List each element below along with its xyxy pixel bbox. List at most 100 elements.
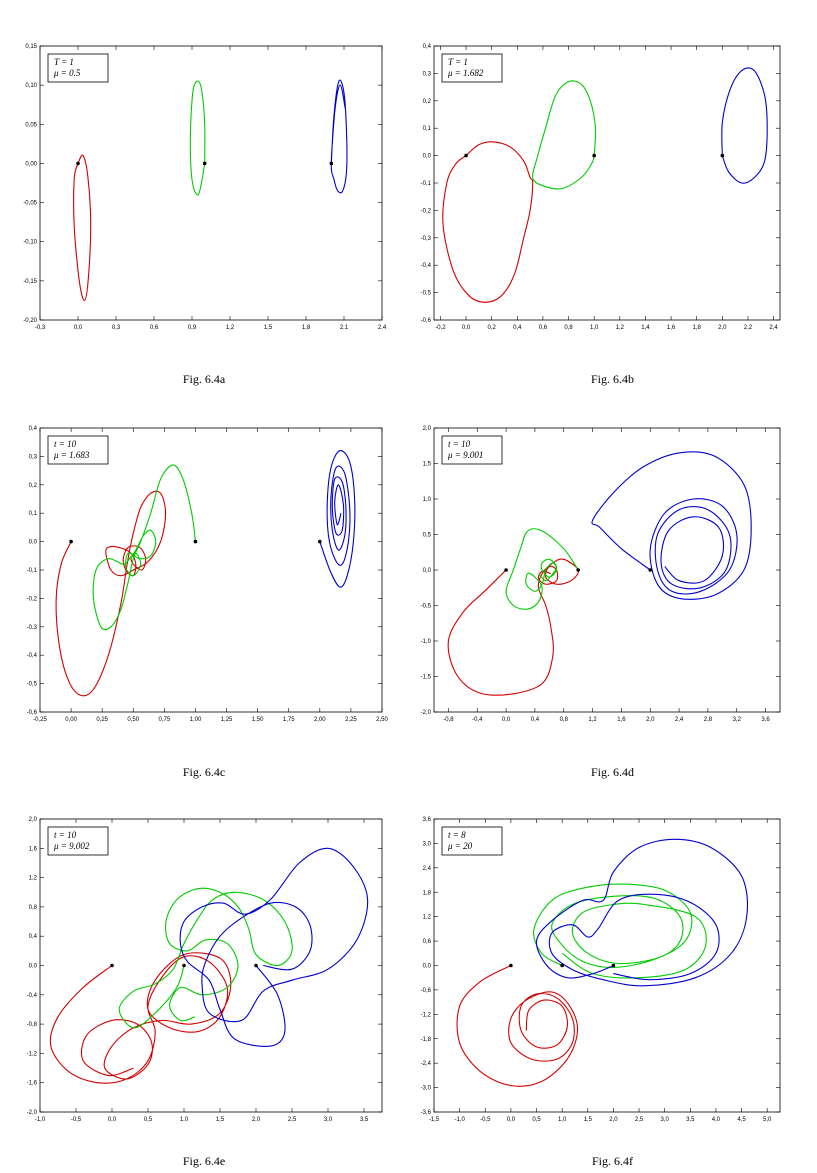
x-tick-label: 1,5: [584, 1117, 593, 1123]
x-tick-label: 4,0: [712, 1117, 721, 1123]
figure-panel-d: -0,8 -0,4 0,0 0,4 0,8 1,2 1,6 2,0 2,4 2,8 3,2 3,6 -2…: [408, 390, 817, 780]
y-tick-label: -0,20: [23, 318, 37, 324]
y-tick-label: 0,05: [25, 122, 37, 128]
x-tick-label: 1,0: [180, 1117, 189, 1123]
x-tick-label: 0,0: [502, 717, 511, 723]
x-tick-label: 1,4: [641, 325, 650, 331]
figure-caption-d: Fig. 6.4d: [590, 765, 634, 779]
x-tick-label: 0,9: [188, 325, 197, 331]
legend-label: T = 1: [54, 57, 74, 67]
x-tick-label: 1,2: [588, 717, 597, 723]
legend-label: μ = 1.682: [447, 68, 484, 78]
x-tick-label: 3,5: [686, 1117, 695, 1123]
plot-frame: [433, 427, 781, 713]
legend-box: [441, 435, 503, 465]
legend-box: [441, 826, 503, 856]
y-tick-label: 0,4: [29, 934, 38, 940]
y-tick-label: -0,1: [421, 181, 432, 187]
x-tick-label: 0,3: [112, 325, 121, 331]
trajectory-line-2: [189, 80, 206, 196]
plot-area: [55, 450, 356, 697]
x-tick-label: 3,6: [761, 717, 770, 723]
y-tick-label: -2,4: [421, 1061, 432, 1067]
x-tick-label: 3,0: [324, 1117, 333, 1123]
x-tick-label: 2,0: [718, 325, 727, 331]
y-tick-label: 1,2: [423, 915, 432, 921]
x-tick-label: 0,25: [96, 717, 108, 723]
x-tick-label: 2,5: [635, 1117, 644, 1123]
plot-area: [73, 79, 348, 301]
y-tick-label: 2,4: [423, 866, 432, 872]
y-tick-label: -0,6: [421, 988, 432, 994]
start-point: [611, 963, 616, 968]
y-tick-label: 0,2: [423, 99, 432, 105]
x-tick-label: 2,0: [252, 1117, 261, 1123]
y-tick-label: 0,4: [423, 44, 432, 50]
legend-box: [47, 435, 109, 465]
x-tick-label: 2,1: [340, 325, 349, 331]
x-tick-label: 0,6: [539, 325, 548, 331]
y-tick-label: 0,0: [423, 568, 432, 574]
y-tick-label: -1,0: [421, 639, 432, 645]
x-tick-label: 0,4: [531, 717, 540, 723]
y-tick-label: -1,5: [421, 675, 432, 681]
y-tick-label: -0,6: [421, 318, 432, 324]
y-tick-label: 2,0: [29, 817, 38, 823]
y-tick-label: 3,0: [423, 841, 432, 847]
plot-area: [442, 67, 768, 303]
y-tick-label: -1,6: [27, 1081, 38, 1087]
figure-panel-e: -1,0 -0,5 0,0 0,5 1,0 1,5 2,0 2,5 3,0 3,5 -2,0 -1,6…: [0, 780, 408, 1173]
y-tick-label: 3,6: [423, 817, 432, 823]
x-tick-label: 1,25: [221, 717, 233, 723]
figure-caption-c: Fig. 6.4c: [182, 765, 226, 779]
chart-svg-f: -1,5 -1,0 -0,5 0,0 0,5 1,0 1,5 2,0 2,5 3,0 3,5 4,0 4…: [421, 817, 781, 1123]
y-tick-label: -0,3: [421, 236, 432, 242]
plot-frame: [433, 818, 781, 1113]
x-tick-label: 3,2: [733, 717, 742, 723]
trajectory-line-2: [92, 464, 197, 631]
start-point: [560, 963, 564, 968]
start-point: [592, 153, 596, 158]
x-tick-label: 0,0: [74, 325, 83, 331]
trajectory-line-3: [319, 450, 356, 588]
legend-label: t = 10: [448, 439, 471, 449]
y-tick-label: 0,15: [25, 44, 37, 50]
plot-area: [49, 847, 369, 1084]
y-tick-label: 0,0: [29, 540, 38, 546]
y-tick-label: -0,8: [27, 1022, 38, 1028]
y-tick-label: -1,2: [27, 1051, 38, 1057]
y-tick-label: 0,1: [423, 126, 432, 132]
chart-svg-b: -0,2 0,0 0,2 0,4 0,6 0,8 1,0 1,2 1,4 1,6 1,8 2,0 2,2…: [421, 44, 781, 331]
figure-panel-f: -1,5 -1,0 -0,5 0,0 0,5 1,0 1,5 2,0 2,5 3,0 3,5 4,0 4…: [408, 780, 817, 1173]
trajectory-line-1: [55, 490, 167, 697]
x-tick-label: -0,5: [71, 1117, 82, 1123]
x-tick-label: 2,25: [345, 717, 357, 723]
x-tick-label: 2,0: [646, 717, 655, 723]
x-tick-label: 1,75: [283, 717, 295, 723]
x-tick-label: 1,5: [216, 1117, 225, 1123]
x-tick-label: 1,6: [667, 325, 676, 331]
start-point: [576, 568, 580, 572]
figure-caption-f: Fig. 6.4f: [591, 1154, 633, 1168]
x-tick-label: 0,4: [513, 325, 522, 331]
y-tick-label: -0,3: [27, 625, 38, 631]
y-tick-label: -0,5: [27, 682, 38, 688]
x-tick-label: 2,0: [609, 1117, 618, 1123]
start-point: [509, 963, 513, 968]
x-tick-label: 2,2: [744, 325, 753, 331]
legend-box: [47, 53, 109, 83]
y-tick-label: -3,0: [421, 1086, 432, 1092]
y-tick-label: -0,15: [23, 279, 37, 285]
start-point: [182, 963, 186, 968]
start-point: [318, 539, 322, 544]
x-tick-label: 2,50: [376, 717, 388, 723]
x-tick-label: 1,00: [190, 717, 202, 723]
y-tick-label: 1,2: [29, 876, 38, 882]
x-tick-label: 0,6: [150, 325, 159, 331]
x-tick-label: 5,0: [763, 1117, 772, 1123]
x-tick-label: 1,2: [616, 325, 625, 331]
x-tick-label: 1,0: [590, 325, 599, 331]
start-point: [110, 963, 114, 968]
y-tick-label: 0,4: [29, 426, 38, 432]
legend-box: [47, 826, 109, 856]
